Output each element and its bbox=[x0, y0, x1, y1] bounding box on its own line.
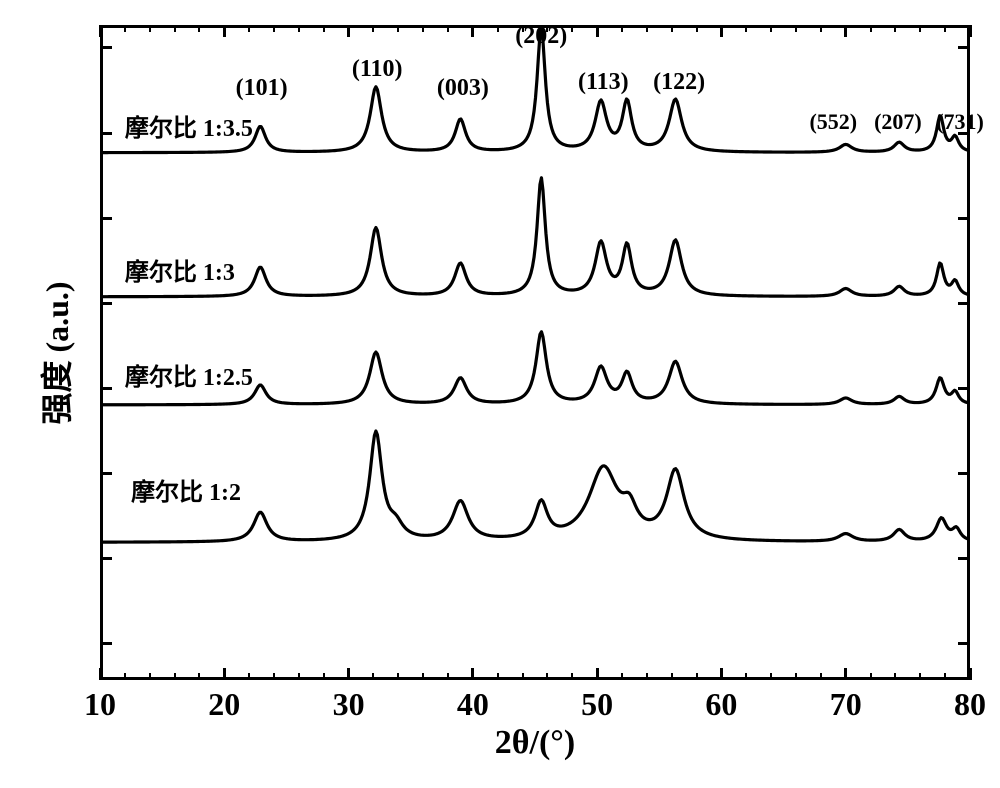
series-label: 摩尔比 1:3.5 bbox=[125, 108, 253, 143]
series-label: 摩尔比 1:2.5 bbox=[125, 357, 253, 392]
miller-index-label: (122) bbox=[653, 69, 705, 96]
axis-border bbox=[100, 677, 970, 680]
x-tick-label: 30 bbox=[333, 686, 365, 723]
x-tick-label: 50 bbox=[581, 686, 613, 723]
axis-border bbox=[967, 25, 970, 680]
x-tick-label: 20 bbox=[208, 686, 240, 723]
axis-border bbox=[100, 25, 103, 680]
x-tick-label: 40 bbox=[457, 686, 489, 723]
x-tick-label: 70 bbox=[830, 686, 862, 723]
miller-index-label: (113) bbox=[578, 69, 629, 96]
miller-index-label: (731) bbox=[936, 109, 984, 135]
xrd-figure: 强度 (a.u.) 2θ/(°) 10 20 30 40 50 60 70 80 摩尔比 1:3… bbox=[0, 0, 1000, 788]
miller-index-label: (101) bbox=[236, 75, 288, 102]
y-axis-label: 强度 (a.u.) bbox=[32, 281, 78, 424]
miller-index-label: (110) bbox=[352, 56, 403, 83]
axis-border bbox=[100, 25, 970, 28]
series-label: 摩尔比 1:3 bbox=[125, 252, 235, 287]
x-tick-label: 80 bbox=[954, 686, 986, 723]
x-tick-label: 60 bbox=[705, 686, 737, 723]
series-label: 摩尔比 1:2 bbox=[131, 472, 241, 507]
miller-index-label: (207) bbox=[874, 109, 922, 135]
miller-index-label: (552) bbox=[809, 109, 857, 135]
miller-index-label: (003) bbox=[437, 75, 489, 102]
x-axis-label: 2θ/(°) bbox=[495, 724, 575, 762]
x-tick-label: 10 bbox=[84, 686, 116, 723]
